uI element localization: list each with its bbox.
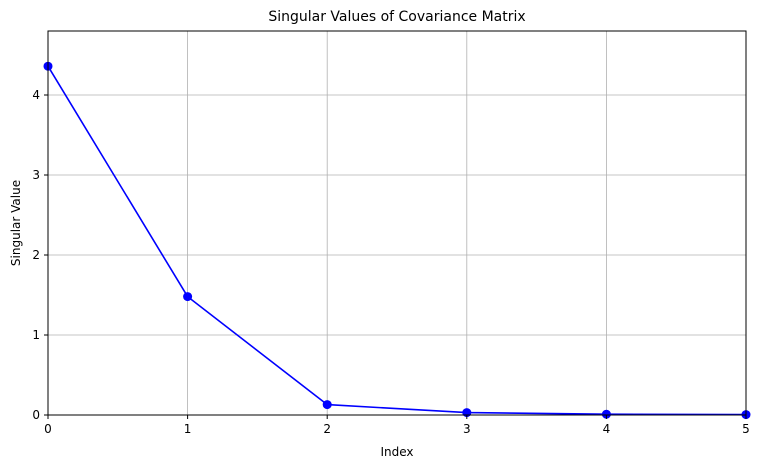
y-tick-label: 2 bbox=[32, 248, 40, 262]
x-tick-label: 4 bbox=[603, 422, 611, 436]
x-tick-label: 0 bbox=[44, 422, 52, 436]
tick-marks: 0 1 2 3 4 5 0 1 2 3 4 bbox=[32, 88, 749, 436]
y-tick-label: 3 bbox=[32, 168, 40, 182]
chart-title: Singular Values of Covariance Matrix bbox=[268, 9, 525, 25]
data-point bbox=[601, 409, 611, 419]
x-tick-label: 3 bbox=[463, 422, 471, 436]
plot-background bbox=[48, 31, 746, 415]
data-point bbox=[322, 400, 332, 410]
data-point bbox=[183, 292, 193, 302]
y-tick-label: 4 bbox=[32, 88, 40, 102]
x-tick-label: 1 bbox=[184, 422, 192, 436]
y-axis-label: Singular Value bbox=[9, 180, 23, 266]
y-tick-label: 1 bbox=[32, 328, 40, 342]
x-tick-label: 2 bbox=[323, 422, 331, 436]
x-tick-label: 5 bbox=[742, 422, 750, 436]
x-axis-label: Index bbox=[380, 445, 413, 459]
plot-frame bbox=[47, 30, 747, 416]
series-layer bbox=[43, 61, 751, 420]
y-tick-label: 0 bbox=[32, 408, 40, 422]
series-line bbox=[47, 65, 747, 416]
